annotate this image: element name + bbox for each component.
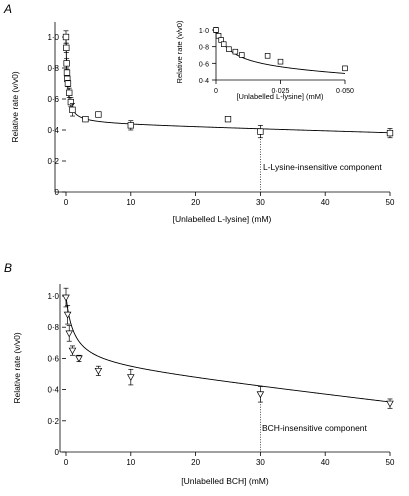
panel-a-data-point — [62, 33, 70, 41]
panel-b-y-tick-label: 0 — [55, 448, 60, 457]
panel-b-x-tick-label: 20 — [191, 458, 200, 467]
panel-b-plot: 0 0·2 0·4 0·6 0·8 1·0 0 10 20 30 40 50 BCH-insensi… — [12, 284, 395, 486]
panel-b-annotation: BCH-insensitive component — [262, 423, 368, 433]
panel-b-data-point — [256, 391, 265, 399]
panel-a-data-point — [67, 98, 75, 106]
panel-a-x-tick-label: 0 — [64, 198, 69, 207]
panel-a-data-point — [95, 111, 102, 118]
panel-b-data-point — [62, 294, 70, 302]
panel-a-x-tick-label: 20 — [191, 198, 200, 207]
panel-b-fit-curve — [65, 295, 391, 403]
panel-b-x-tick-label: 10 — [126, 458, 135, 467]
panel-b-x-tick-label: 40 — [321, 458, 330, 467]
panel-a-data-point — [257, 128, 264, 135]
inset-data-point — [226, 46, 232, 52]
panel-b-y-tick-label: 1·0 — [47, 292, 59, 301]
panel-a-data-point — [127, 122, 134, 129]
panel-a-data-point — [224, 115, 232, 123]
panel-a-y-tick-label: 1·0 — [47, 33, 59, 42]
panel-a-y-tick-label: 0 — [55, 188, 60, 197]
panel-a-data-point — [64, 80, 72, 87]
inset-data-point — [213, 27, 219, 33]
panel-b-data-point — [65, 330, 74, 338]
inset-x-tick-label: 0·050 — [336, 88, 354, 95]
panel-b-data-point — [63, 311, 72, 319]
panel-b-x-tick-label: 30 — [256, 458, 265, 467]
panel-a-x-tick-label: 40 — [321, 198, 330, 207]
panel-b-x-tick-label: 0 — [64, 458, 69, 467]
panel-a-data-point — [66, 89, 73, 96]
panel-a-data-point — [386, 129, 394, 137]
inset-data-point — [239, 52, 245, 58]
panel-a-x-axis-label: [Unlabelled L-lysine] (mM) — [173, 214, 272, 224]
inset-x-tick-label: 0 — [214, 88, 218, 95]
inset-data-point — [264, 53, 271, 59]
inset-x-tick-label: 0·025 — [272, 88, 290, 95]
panel-a-annotation: L-Lysine-insensitive component — [263, 162, 382, 172]
inset-y-tick-label: 0·6 — [199, 61, 209, 68]
panel-label-b: B — [4, 261, 12, 275]
panel-b-data-point — [386, 400, 394, 408]
panel-a-plot: 0 0·2 0·4 0·6 0·8 1·0 0 10 20 30 40 50 L-Lysine-in… — [10, 22, 395, 224]
panel-a-inset: 0·4 0·6 0·8 1·0 0 0·025 0·050 [Unlabelled L-l… — [175, 20, 354, 101]
panel-b-x-tick-label: 50 — [386, 458, 395, 467]
inset-y-tick-label: 0·8 — [199, 45, 209, 52]
panel-a-y-tick-label: 0·4 — [47, 126, 59, 135]
panel-b-data-point — [75, 355, 83, 363]
panel-b-y-tick-label: 0·6 — [47, 354, 59, 363]
panel-a-y-tick-label: 0·6 — [47, 95, 59, 104]
inset-x-axis-label: [Unlabelled L-lysine] (mM) — [236, 92, 324, 101]
panel-a-x-tick-label: 50 — [386, 198, 395, 207]
inset-y-tick-label: 0·4 — [199, 78, 209, 85]
inset-data-point — [342, 65, 348, 72]
panel-b-x-axis-label: [Unlabelled BCH] (mM) — [181, 476, 269, 486]
panel-a-data-point — [63, 60, 70, 67]
panel-b-y-tick-label: 0·8 — [47, 323, 59, 332]
inset-y-tick-label: 1·0 — [199, 28, 209, 35]
inset-y-axis-label: Relative rate (v/v0) — [175, 20, 184, 83]
panel-a-x-tick-label: 30 — [256, 198, 265, 207]
panel-a-y-tick-label: 0·8 — [47, 64, 59, 73]
panel-label-a: A — [3, 2, 12, 16]
inset-data-point — [220, 41, 227, 47]
panel-a-data-point — [69, 106, 76, 114]
panel-a-y-axis-label: Relative rate (v/v0) — [10, 71, 20, 142]
panel-b-data-point — [127, 374, 135, 382]
inset-data-point — [277, 58, 284, 65]
panel-a-data-point — [63, 44, 70, 51]
inset-data-point — [232, 48, 239, 55]
panel-a-data-point — [63, 69, 71, 76]
panel-b-y-tick-label: 0·4 — [47, 386, 59, 395]
panel-b-data-point — [68, 347, 77, 355]
panel-a-data-point — [82, 115, 89, 123]
panel-a-x-tick-label: 10 — [126, 198, 135, 207]
panel-a-y-tick-label: 0·2 — [47, 157, 59, 166]
panel-b-y-tick-label: 0·2 — [47, 417, 59, 426]
panel-b-data-point — [94, 367, 103, 375]
panel-b-y-axis-label: Relative rate (v/v0) — [12, 332, 22, 403]
